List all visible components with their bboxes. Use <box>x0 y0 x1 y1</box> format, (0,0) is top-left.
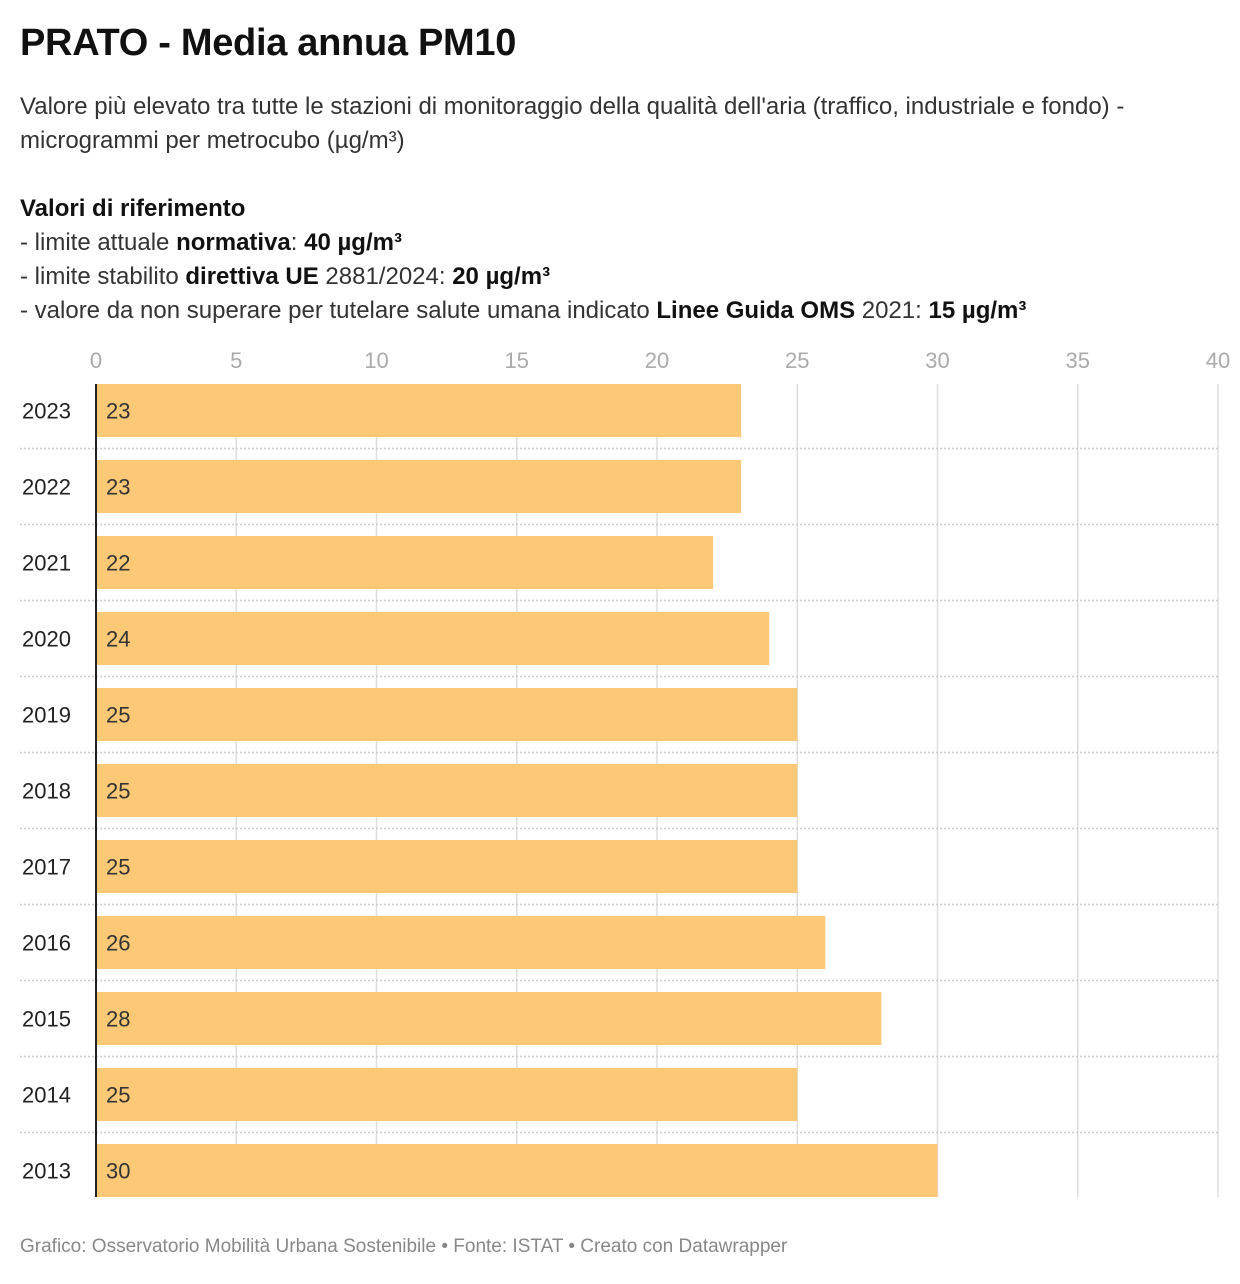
y-category-label: 2022 <box>22 475 71 500</box>
bar <box>96 460 742 513</box>
bar <box>96 536 714 589</box>
bar-value-label: 25 <box>106 703 130 728</box>
x-tick-label: 15 <box>505 348 529 373</box>
x-tick-label: 35 <box>1066 348 1090 373</box>
bar <box>96 1068 798 1121</box>
bar-value-label: 30 <box>106 1159 130 1184</box>
bar <box>96 916 826 969</box>
y-category-label: 2023 <box>22 399 71 424</box>
bar <box>96 1144 938 1197</box>
reference-line-normativa: - limite attuale normativa: 40 µg/m³ <box>20 229 402 256</box>
chart-subtitle: Valore più elevato tra tutte le stazioni… <box>20 93 1125 154</box>
y-category-label: 2015 <box>22 1007 71 1032</box>
x-tick-label: 10 <box>364 348 388 373</box>
bar-value-label: 24 <box>106 627 130 652</box>
y-category-label: 2018 <box>22 779 71 804</box>
bar-value-label: 25 <box>106 779 130 804</box>
bar-value-label: 25 <box>106 855 130 880</box>
footer-credits: Grafico: Osservatorio Mobilità Urbana So… <box>20 1236 788 1257</box>
bar <box>96 384 742 437</box>
x-tick-label: 0 <box>90 348 102 373</box>
y-category-label: 2020 <box>22 627 71 652</box>
reference-values: Valori di riferimento - limite attuale n… <box>20 192 1225 328</box>
y-category-label: 2013 <box>22 1159 71 1184</box>
x-tick-label: 30 <box>925 348 949 373</box>
bar-value-label: 25 <box>106 1083 130 1108</box>
y-category-label: 2016 <box>22 931 71 956</box>
bar <box>96 612 770 665</box>
y-category-label: 2017 <box>22 855 71 880</box>
bar-value-label: 23 <box>106 475 130 500</box>
bar <box>96 992 882 1045</box>
chart-title: PRATO - Media annua PM10 <box>20 22 517 64</box>
reference-heading: Valori di riferimento <box>20 195 246 222</box>
x-tick-label: 5 <box>230 348 242 373</box>
y-category-label: 2014 <box>22 1083 71 1108</box>
x-tick-label: 40 <box>1206 348 1230 373</box>
y-category-label: 2021 <box>22 551 71 576</box>
bar <box>96 764 798 817</box>
bar-chart: 0 5 10 15 20 25 30 35 40232023232022222021242020… <box>20 348 1230 1197</box>
bar-value-label: 22 <box>106 551 130 576</box>
bar-value-label: 23 <box>106 399 130 424</box>
x-tick-label: 20 <box>645 348 669 373</box>
x-tick-label: 25 <box>785 348 809 373</box>
y-category-label: 2019 <box>22 703 71 728</box>
bar-value-label: 26 <box>106 931 130 956</box>
bar-value-label: 28 <box>106 1007 130 1032</box>
reference-line-oms: - valore da non superare per tutelare sa… <box>20 297 1027 324</box>
reference-line-direttiva: - limite stabilito direttiva UE 2881/202… <box>20 263 551 290</box>
bar <box>96 840 798 893</box>
bar <box>96 688 798 741</box>
